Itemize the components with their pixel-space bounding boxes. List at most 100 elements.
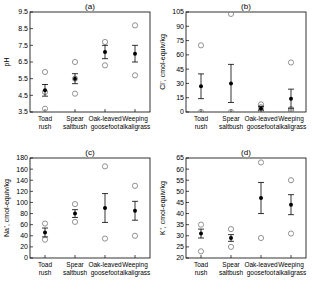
x-tick xyxy=(105,255,106,258)
error-cap xyxy=(72,83,78,84)
observation xyxy=(72,91,77,96)
label-line: saltbush xyxy=(63,269,88,276)
error-bar xyxy=(102,194,108,223)
error-cap xyxy=(72,209,78,210)
panel-label: (d) xyxy=(241,148,251,157)
x-tick xyxy=(201,255,202,258)
y-tick xyxy=(30,191,33,192)
y-tick-label: 160 xyxy=(16,166,28,173)
mean-marker xyxy=(43,88,47,92)
y-axis-label: K⁺, cmol-equiv/kg xyxy=(159,181,167,235)
x-tick-label: Spearsaltbush xyxy=(219,261,244,276)
error-bar xyxy=(198,229,204,238)
y-tick-label: 4.5 xyxy=(18,92,28,99)
mean-marker xyxy=(199,84,203,88)
x-tick xyxy=(45,255,46,258)
error-cap xyxy=(132,220,138,221)
x-tick xyxy=(105,109,106,112)
y-tick xyxy=(186,26,189,27)
mean-marker xyxy=(229,81,233,85)
observation xyxy=(228,244,233,249)
error-bar xyxy=(132,201,138,220)
y-tick-label: 90 xyxy=(176,23,184,30)
x-tick xyxy=(75,255,76,258)
y-tick-label: 20 xyxy=(20,243,28,250)
y-tick xyxy=(30,213,33,214)
x-tick xyxy=(135,255,136,258)
y-tick xyxy=(30,95,33,96)
label-line: rush xyxy=(39,123,52,130)
y-tick-label: 0 xyxy=(24,254,28,261)
error-cap xyxy=(102,58,108,59)
y-tick-label: 140 xyxy=(16,177,28,184)
y-axis-label: pH xyxy=(3,58,11,67)
x-tick-label: Oak-leavedgoosefoot xyxy=(244,261,278,277)
y-tick-label: 75 xyxy=(176,37,184,44)
observation xyxy=(42,221,47,226)
panel-label: (a) xyxy=(85,2,95,11)
error-cap xyxy=(102,222,108,223)
error-cap xyxy=(42,228,48,229)
observation xyxy=(102,63,107,68)
y-tick-label: 180 xyxy=(16,154,28,161)
y-tick xyxy=(186,235,189,236)
y-tick xyxy=(186,40,189,41)
error-bar xyxy=(198,74,204,99)
observation xyxy=(228,227,233,232)
panel: (c)Na⁺, cmol-equiv/kg0204060801001201401… xyxy=(3,148,151,277)
observation xyxy=(198,222,203,227)
error-cap xyxy=(42,84,48,85)
error-cap xyxy=(102,193,108,194)
error-bar xyxy=(258,182,264,213)
label-line: saltbush xyxy=(219,123,244,130)
error-bar xyxy=(102,45,108,58)
x-tick-label: Oak-leavedgoosefoot xyxy=(88,115,122,131)
error-cap xyxy=(258,213,264,214)
observation xyxy=(198,109,203,112)
x-tick-label: Oak-leavedgoosefoot xyxy=(244,115,278,131)
y-tick-label: 100 xyxy=(16,199,28,206)
label-line: alkaligrass xyxy=(276,123,307,131)
error-cap xyxy=(288,194,294,195)
y-tick-label: 8.5 xyxy=(18,25,28,32)
observation xyxy=(102,39,107,44)
error-cap xyxy=(228,241,234,242)
y-tick xyxy=(186,97,189,98)
error-cap xyxy=(288,214,294,215)
observation xyxy=(132,233,137,238)
y-tick-label: 3.5 xyxy=(18,108,28,115)
panel-label: (b) xyxy=(241,2,251,11)
y-tick-label: 40 xyxy=(20,232,28,239)
observation xyxy=(198,249,203,254)
mean-marker xyxy=(259,106,263,110)
x-tick-label: Weepingalkaligrass xyxy=(120,261,151,277)
y-tick xyxy=(30,202,33,203)
mean-marker xyxy=(289,203,293,207)
y-tick-label: 0 xyxy=(180,108,184,115)
x-tick-label: Toadrush xyxy=(194,115,208,130)
error-cap xyxy=(198,229,204,230)
observation xyxy=(198,43,203,48)
error-bar xyxy=(288,89,294,108)
error-cap xyxy=(198,73,204,74)
x-tick xyxy=(231,255,232,258)
y-tick-label: 30 xyxy=(176,80,184,87)
y-tick xyxy=(30,169,33,170)
label-line: alkaligrass xyxy=(120,269,151,277)
mean-marker xyxy=(73,77,77,81)
figure: (a)pH3.54.55.56.57.58.59.5ToadrushSpears… xyxy=(0,0,312,293)
mean-marker xyxy=(133,209,137,213)
mean-marker xyxy=(229,236,233,240)
y-axis-label: Na⁺, cmol-equiv/kg xyxy=(3,179,11,237)
label-line: goosefoot xyxy=(247,123,276,131)
label-line: goosefoot xyxy=(91,123,120,131)
panel: (a)pH3.54.55.56.57.58.59.5ToadrushSpears… xyxy=(3,2,151,131)
x-tick-label: Weepingalkaligrass xyxy=(276,261,307,277)
error-cap xyxy=(228,234,234,235)
error-bar xyxy=(258,106,264,110)
label-line: alkaligrass xyxy=(276,269,307,277)
label-line: Toad xyxy=(194,261,208,268)
observation xyxy=(42,237,47,242)
error-cap xyxy=(132,62,138,63)
marks xyxy=(198,160,294,254)
